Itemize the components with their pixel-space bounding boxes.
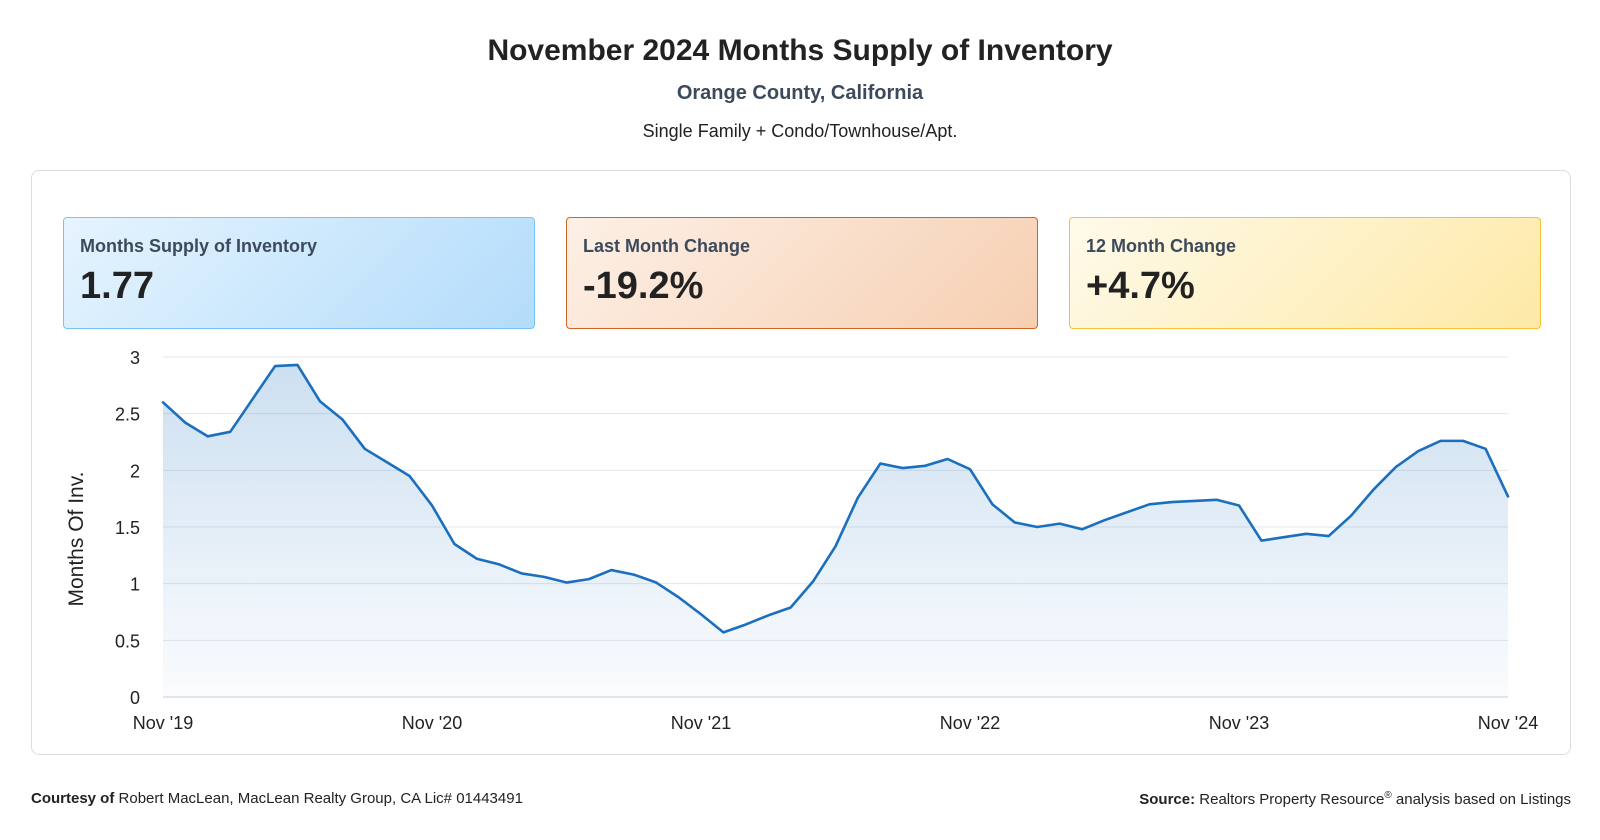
twelve-month-change-card: 12 Month Change +4.7% bbox=[1069, 217, 1541, 329]
y-tick-label: 2.5 bbox=[115, 405, 140, 425]
y-axis-label: Months Of Inv. bbox=[65, 472, 88, 607]
source-text: Realtors Property Resource bbox=[1199, 791, 1385, 808]
y-tick-label: 2 bbox=[130, 461, 140, 481]
page-title: November 2024 Months Supply of Inventory bbox=[487, 34, 1113, 67]
source-label: Source: bbox=[1139, 791, 1196, 808]
property-type-subtitle: Single Family + Condo/Townhouse/Apt. bbox=[642, 121, 958, 141]
x-tick-label: Nov '21 bbox=[671, 713, 731, 733]
last-month-change-card: Last Month Change -19.2% bbox=[566, 217, 1038, 329]
x-tick-label: Nov '19 bbox=[133, 713, 193, 733]
x-tick-label: Nov '24 bbox=[1478, 713, 1538, 733]
source-suffix: analysis based on Listings bbox=[1395, 791, 1571, 808]
twelve-month-change-value: +4.7% bbox=[1086, 265, 1195, 307]
y-tick-label: 0.5 bbox=[115, 631, 140, 651]
months-supply-value: 1.77 bbox=[80, 265, 154, 307]
series-line bbox=[161, 363, 1510, 634]
source-footer: Source: Realtors Property Resource® anal… bbox=[1139, 790, 1571, 808]
courtesy-label: Courtesy of bbox=[31, 790, 115, 807]
months-supply-card: Months Supply of Inventory 1.77 bbox=[63, 217, 535, 329]
last-month-change-value: -19.2% bbox=[583, 265, 704, 307]
series-area bbox=[163, 364, 1508, 697]
x-tick-label: Nov '23 bbox=[1209, 713, 1269, 733]
last-month-change-label: Last Month Change bbox=[583, 236, 750, 256]
y-tick-label: 3 bbox=[130, 348, 140, 368]
page-subtitle: Orange County, California bbox=[676, 82, 924, 104]
x-tick-label: Nov '20 bbox=[402, 713, 462, 733]
x-tick-label: Nov '22 bbox=[940, 713, 1000, 733]
courtesy-text: Robert MacLean, MacLean Realty Group, CA… bbox=[118, 790, 523, 807]
months-supply-label: Months Supply of Inventory bbox=[80, 236, 317, 256]
twelve-month-change-label: 12 Month Change bbox=[1086, 236, 1237, 256]
y-tick-label: 1 bbox=[130, 575, 140, 595]
registered-mark: ® bbox=[1384, 790, 1392, 801]
y-tick-label: 0 bbox=[130, 688, 140, 708]
courtesy-footer: Courtesy of Robert MacLean, MacLean Real… bbox=[31, 790, 523, 807]
y-tick-label: 1.5 bbox=[115, 518, 140, 538]
